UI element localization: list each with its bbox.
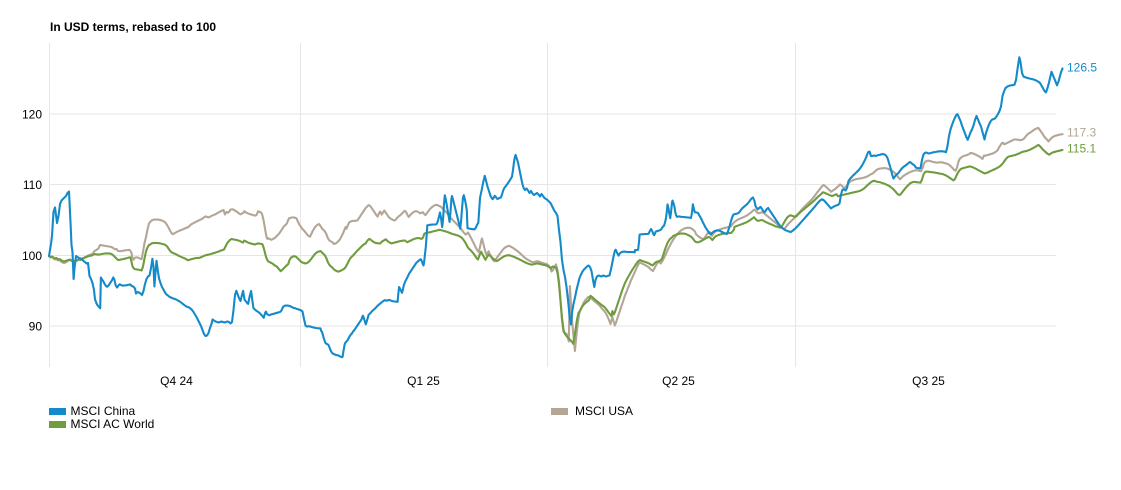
svg-text:Q3 25: Q3 25 [912, 374, 945, 388]
svg-text:MSCI China: MSCI China [71, 404, 136, 418]
svg-text:Q1 25: Q1 25 [407, 374, 440, 388]
svg-text:126.5: 126.5 [1067, 61, 1097, 75]
svg-text:120: 120 [22, 108, 42, 122]
svg-text:Q2 25: Q2 25 [662, 374, 695, 388]
svg-text:117.3: 117.3 [1067, 126, 1096, 140]
svg-text:Q4 24: Q4 24 [160, 374, 193, 388]
svg-text:90: 90 [29, 320, 43, 334]
svg-text:115.1: 115.1 [1067, 142, 1096, 156]
svg-text:In USD terms, rebased to 100: In USD terms, rebased to 100 [50, 20, 216, 34]
svg-text:100: 100 [22, 249, 42, 263]
svg-text:MSCI AC World: MSCI AC World [71, 417, 155, 431]
svg-text:MSCI USA: MSCI USA [575, 404, 633, 418]
svg-text:110: 110 [23, 178, 42, 192]
